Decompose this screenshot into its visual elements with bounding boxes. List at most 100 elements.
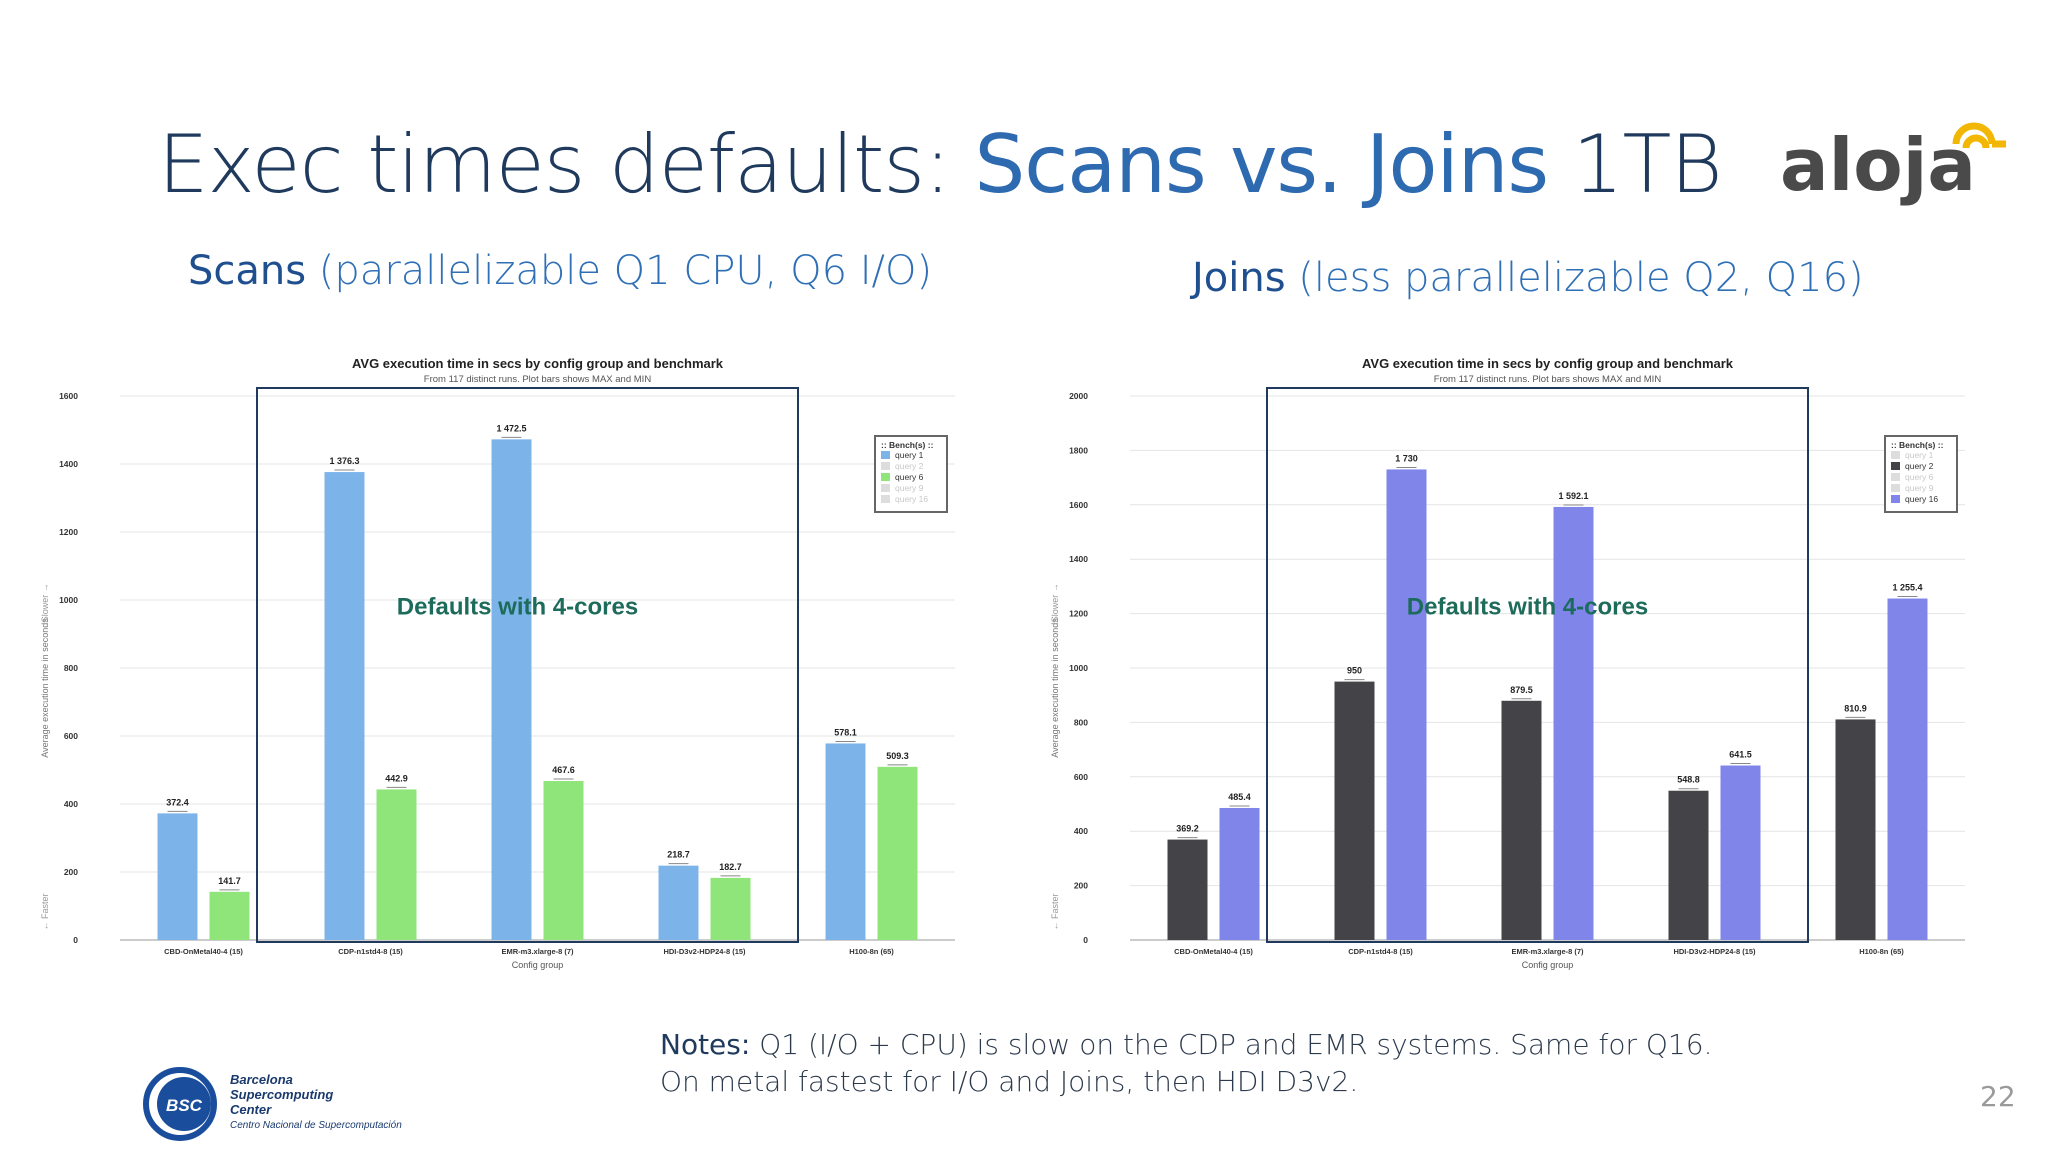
data-label: 1 730 — [1395, 453, 1418, 463]
scans-subtitle-strong: Scans — [188, 248, 307, 294]
chart-title: AVG execution time in secs by config gro… — [352, 356, 724, 371]
legend-swatch — [881, 495, 890, 503]
y-axis-label: Average execution time in seconds — [40, 618, 50, 758]
y-tick-label: 600 — [1074, 772, 1088, 782]
legend-swatch — [881, 484, 890, 492]
legend-entry: query 6 — [1905, 472, 1934, 482]
chart-title: AVG execution time in secs by config gro… — [1362, 356, 1734, 371]
x-tick-label: CBD-OnMetal40-4 (15) — [1174, 947, 1253, 956]
x-tick-label: H100-8n (65) — [1859, 947, 1904, 956]
data-label: 141.7 — [218, 876, 241, 886]
data-label: 810.9 — [1844, 703, 1867, 713]
bar — [543, 781, 584, 940]
data-label: 442.9 — [385, 773, 408, 783]
page-number: 22 — [1980, 1080, 2016, 1113]
x-tick-label: CDP-n1std4-8 (15) — [1348, 947, 1413, 956]
y-tick-label: 1600 — [59, 391, 78, 401]
data-label: 218.7 — [667, 850, 690, 860]
x-tick-label: CBD-OnMetal40-4 (15) — [164, 947, 243, 956]
legend-swatch — [1891, 451, 1900, 459]
legend-entry: query 2 — [1905, 461, 1934, 471]
bar — [491, 439, 532, 940]
legend-entry: query 6 — [895, 472, 924, 482]
joins-subtitle: Joins (less parallelizable Q2, Q16) — [1192, 255, 1864, 301]
bar — [209, 891, 250, 940]
x-tick-label: EMR-m3.xlarge-8 (7) — [1511, 947, 1584, 956]
data-label: 950 — [1347, 666, 1362, 676]
y-tick-label: 400 — [64, 799, 78, 809]
y-axis-label: Average execution time in seconds — [1050, 618, 1060, 758]
bar — [324, 472, 365, 940]
bar — [157, 813, 198, 940]
y-tick-label: 1600 — [1069, 500, 1088, 510]
scans-chart: AVG execution time in secs by config gro… — [40, 356, 955, 970]
data-label: 1 376.3 — [329, 456, 359, 466]
legend-entry: query 16 — [1905, 494, 1938, 504]
legend-swatch — [1891, 484, 1900, 492]
y-axis-faster-label: ← Faster — [1050, 893, 1060, 930]
bar — [1219, 807, 1260, 940]
x-axis-label: Config group — [512, 960, 564, 970]
bar — [1334, 681, 1375, 940]
chart-annotation: Defaults with 4-cores — [1407, 594, 1648, 621]
y-tick-label: 1200 — [1069, 609, 1088, 619]
bar — [710, 877, 751, 940]
legend-entry: query 1 — [895, 450, 924, 460]
data-label: 509.3 — [886, 751, 909, 761]
bsc-badge-text: BSC — [166, 1096, 203, 1115]
legend-swatch — [1891, 495, 1900, 503]
bar — [1167, 839, 1208, 940]
y-tick-label: 1000 — [59, 595, 78, 605]
bar — [825, 743, 866, 940]
slide-title: Exec times defaults: Scans vs. Joins 1TB — [158, 118, 1723, 211]
y-tick-label: 2000 — [1069, 391, 1088, 401]
legend-entry: query 9 — [895, 483, 924, 493]
y-tick-label: 1000 — [1069, 663, 1088, 673]
y-tick-label: 0 — [73, 935, 78, 945]
title-accent: Scans vs. Joins — [974, 118, 1549, 211]
x-axis-label: Config group — [1522, 960, 1574, 970]
y-tick-label: 800 — [1074, 717, 1088, 727]
x-tick-label: HDI-D3v2-HDP24-8 (15) — [663, 947, 746, 956]
y-tick-label: 200 — [1074, 881, 1088, 891]
legend-entry: query 1 — [1905, 450, 1934, 460]
y-tick-label: 1400 — [1069, 554, 1088, 564]
notes: Notes: Q1 (I/O + CPU) is slow on the CDP… — [660, 1026, 1712, 1100]
legend-swatch — [1891, 473, 1900, 481]
y-axis-faster-label: ← Faster — [40, 893, 50, 930]
bsc-logo: BSC Barcelona Supercomputing Center Cent… — [143, 1067, 402, 1141]
data-label: 641.5 — [1729, 750, 1752, 760]
bar — [1553, 506, 1594, 940]
joins-subtitle-rest: (less parallelizable Q2, Q16) — [1285, 255, 1864, 301]
y-tick-label: 200 — [64, 867, 78, 877]
data-label: 372.4 — [166, 797, 189, 807]
legend-swatch — [881, 473, 890, 481]
y-tick-label: 400 — [1074, 826, 1088, 836]
data-label: 369.2 — [1176, 824, 1199, 834]
chart-subtitle: From 117 distinct runs. Plot bars shows … — [424, 374, 652, 385]
bsc-line-2: Supercomputing — [230, 1087, 333, 1102]
joins-subtitle-strong: Joins — [1192, 255, 1286, 301]
aloja-logo: aloja — [1780, 122, 2006, 207]
notes-line-1: Q1 (I/O + CPU) is slow on the CDP and EM… — [750, 1028, 1713, 1061]
joins-chart: AVG execution time in secs by config gro… — [1050, 356, 1965, 970]
data-label: 1 255.4 — [1892, 583, 1922, 593]
legend-entry: query 16 — [895, 494, 928, 504]
notes-line-2: On metal fastest for I/O and Joins, then… — [660, 1065, 1359, 1098]
highlight-box — [256, 387, 799, 943]
bar — [1720, 765, 1761, 940]
legend-title: :: Bench(s) :: — [881, 440, 934, 450]
y-tick-label: 800 — [64, 663, 78, 673]
title-plain: Exec times defaults: — [158, 118, 975, 211]
y-tick-label: 1200 — [59, 527, 78, 537]
bar — [1668, 790, 1709, 940]
legend-swatch — [881, 451, 890, 459]
chart-subtitle: From 117 distinct runs. Plot bars shows … — [1434, 374, 1662, 385]
x-tick-label: EMR-m3.xlarge-8 (7) — [501, 947, 574, 956]
y-tick-label: 1800 — [1069, 445, 1088, 455]
title-suffix: 1TB — [1548, 118, 1723, 211]
legend-swatch — [1891, 462, 1900, 470]
data-label: 879.5 — [1510, 685, 1533, 695]
bar — [1386, 469, 1427, 940]
data-label: 578.1 — [834, 727, 857, 737]
